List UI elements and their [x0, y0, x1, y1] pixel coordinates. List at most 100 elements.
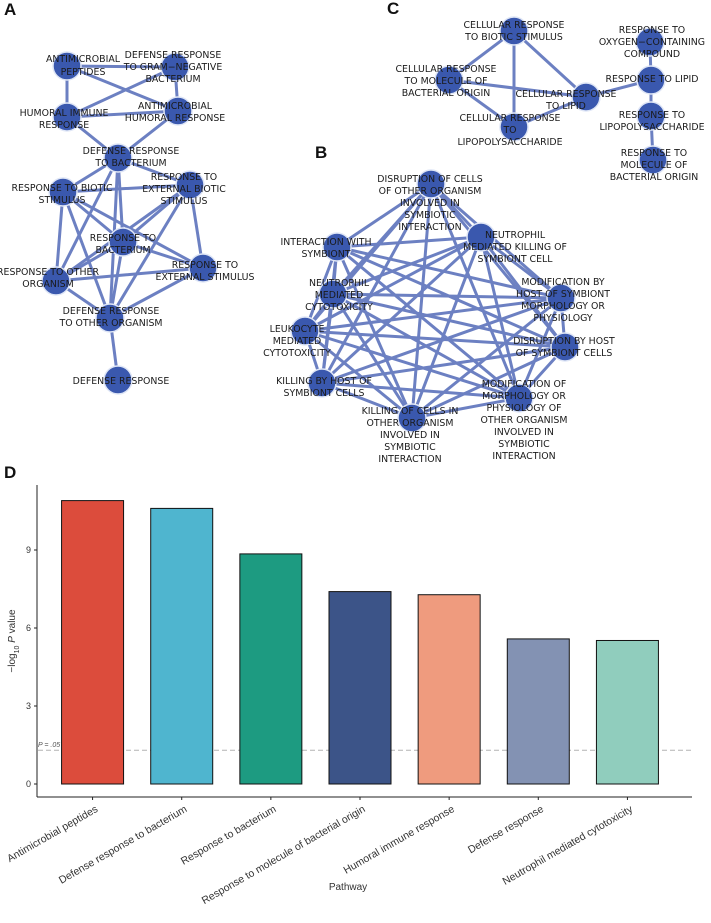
network-edge: [517, 296, 563, 400]
node-label: ANTIMICROBIAL HUMORAL RESPONSE: [125, 101, 226, 124]
network-edge: [65, 65, 177, 119]
bar-chart: P = .05 0 3 6 9 Antimicrobial peptides Defense…: [5, 485, 692, 907]
threshold-label: P = .05: [38, 742, 60, 749]
node-circle: [307, 368, 337, 398]
node-circle: [322, 232, 352, 262]
panel-c-nodes: CELLULAR RESPONSE TO BIOTIC STIMULUS CELLU…: [396, 16, 705, 183]
node-label: RESPONSE TO LIPOPOLYSACCHARIDE: [599, 110, 704, 133]
node-circle: [504, 383, 534, 413]
network-edge: [108, 266, 205, 320]
node-circle: [638, 145, 668, 175]
network-node: RESPONSE TO OXYGEN−CONTAINING COMPOUND: [599, 25, 705, 60]
network-edge: [447, 78, 588, 99]
network-node: DISRUPTION OF CELLS OF OTHER ORGANISM INVO…: [377, 169, 483, 233]
node-label: HUMORAL IMMUNE RESPONSE: [20, 108, 109, 131]
node-circle: [48, 177, 78, 207]
network-node: DEFENSE RESPONSE TO GRAM−NEGATIVE BACTERIU…: [123, 50, 223, 85]
node-circle: [41, 266, 71, 296]
node-circle: [188, 253, 218, 283]
network-edge: [61, 190, 205, 270]
network-edge: [54, 190, 65, 283]
network-node: RESPONSE TO EXTERNAL BIOTIC STIMULUS: [142, 170, 226, 207]
panel-a-letter: A: [4, 0, 16, 19]
network-edge: [429, 182, 563, 300]
network-edge: [65, 109, 180, 119]
network-node: DEFENSE RESPONSE: [73, 365, 170, 395]
network-node: KILLING BY HOST OF SYMBIONT CELLS: [276, 368, 372, 399]
network-node: DEFENSE RESPONSE TO BACTERIUM: [83, 143, 179, 173]
network-edge: [54, 156, 120, 283]
node-circle: [434, 65, 464, 95]
network-edge: [303, 329, 414, 420]
node-label: DEFENSE RESPONSE: [73, 376, 170, 387]
node-label: MODIFICATION BY HOST OF SYMBIONT MORPHOLOG…: [516, 277, 610, 324]
network-node: CELLULAR RESPONSE TO LIPOPOLYSACCHARIDE: [457, 112, 563, 148]
node-label: RESPONSE TO MOLECULE OF BACTERIAL ORIGIN: [610, 148, 698, 183]
y-tick-label: 9: [26, 545, 31, 555]
x-tick-label: Response to bacterium: [179, 803, 279, 868]
panel-b-nodes: DISRUPTION OF CELLS OF OTHER ORGANISM INVO…: [263, 169, 615, 465]
network-node: ANTIMICROBIAL HUMORAL RESPONSE: [125, 96, 226, 126]
node-circle: [466, 222, 496, 252]
panel-d-letter: D: [4, 463, 16, 482]
panel-c-letter: C: [387, 0, 399, 18]
node-label: NEUTROPHIL MEDIATED KILLING OF SYMBIONT CE…: [463, 230, 567, 265]
node-label: KILLING BY HOST OF SYMBIONT CELLS: [276, 376, 372, 399]
node-label: RESPONSE TO OTHER ORGANISM: [0, 267, 99, 290]
node-label: DISRUPTION BY HOST OF SYMBIONT CELLS: [513, 336, 615, 359]
network-edge: [61, 190, 112, 320]
node-label: RESPONSE TO BACTERIUM: [90, 233, 156, 256]
node-label: CELLULAR RESPONSE TO LIPOPOLYSACCHARIDE: [457, 113, 562, 148]
x-axis-title: Pathway: [329, 882, 367, 893]
node-circle: [636, 65, 666, 95]
y-axis-title: −log10 P value: [7, 609, 21, 673]
node-circle: [571, 82, 601, 112]
node-label: RESPONSE TO BIOTIC STIMULUS: [12, 183, 113, 206]
node-label: DISRUPTION OF CELLS OF OTHER ORGANISM INVO…: [377, 174, 482, 233]
panel-b-letter: B: [315, 143, 327, 162]
node-label: LEUKOCYTE MEDIATED CYTOTOXICITY: [263, 324, 331, 359]
network-edge: [54, 266, 205, 283]
network-edge: [410, 182, 433, 420]
network-node: CELLULAR RESPONSE TO LIPID: [516, 82, 617, 112]
network-edge: [512, 29, 588, 99]
node-label: DEFENSE RESPONSE TO GRAM−NEGATIVE BACTERIU…: [123, 50, 223, 85]
network-edge: [61, 183, 192, 194]
network-node: RESPONSE TO BACTERIUM: [90, 227, 156, 257]
node-circle: [318, 279, 348, 309]
node-circle: [546, 283, 576, 313]
network-edge: [303, 329, 567, 349]
network-edge: [335, 235, 483, 249]
node-circle: [160, 52, 190, 82]
network-node: NEUTROPHIL MEDIATED KILLING OF SYMBIONT CE…: [463, 222, 567, 265]
panel-b: B DISRUPTION OF CELLS OF OTHER ORGANISM IN…: [263, 143, 615, 465]
network-node: KILLING OF CELLS IN OTHER ORGANISM INVOLVE…: [362, 403, 459, 465]
network-edge: [410, 396, 521, 420]
network-edge: [335, 182, 433, 249]
node-circle: [416, 169, 446, 199]
node-circle: [290, 316, 320, 346]
node-label: NEUTROPHIL MEDIATED CYTOTOXICITY: [305, 278, 373, 313]
node-circle: [103, 143, 133, 173]
node-label: CELLULAR RESPONSE TO BIOTIC STIMULUS: [464, 20, 565, 43]
bar: [506, 638, 570, 785]
network-edge: [303, 296, 563, 333]
node-label: CELLULAR RESPONSE TO LIPID: [516, 89, 617, 112]
network-edge: [303, 329, 521, 400]
node-label: KILLING OF CELLS IN OTHER ORGANISM INVOLVE…: [362, 406, 459, 465]
node-label: RESPONSE TO EXTERNAL STIMULUS: [156, 260, 255, 283]
bar: [328, 591, 392, 785]
network-edge: [410, 345, 567, 420]
network-edge: [479, 235, 567, 349]
network-node: MODIFICATION OF MORPHOLOGY OR PHYSIOLOGY O…: [481, 379, 568, 462]
bar: [61, 500, 125, 785]
network-edge: [331, 292, 567, 349]
bar: [595, 639, 659, 785]
network-edge: [65, 64, 177, 69]
network-edge: [320, 345, 567, 385]
network-edge: [331, 292, 414, 420]
node-circle: [52, 102, 82, 132]
bar: [417, 594, 481, 785]
